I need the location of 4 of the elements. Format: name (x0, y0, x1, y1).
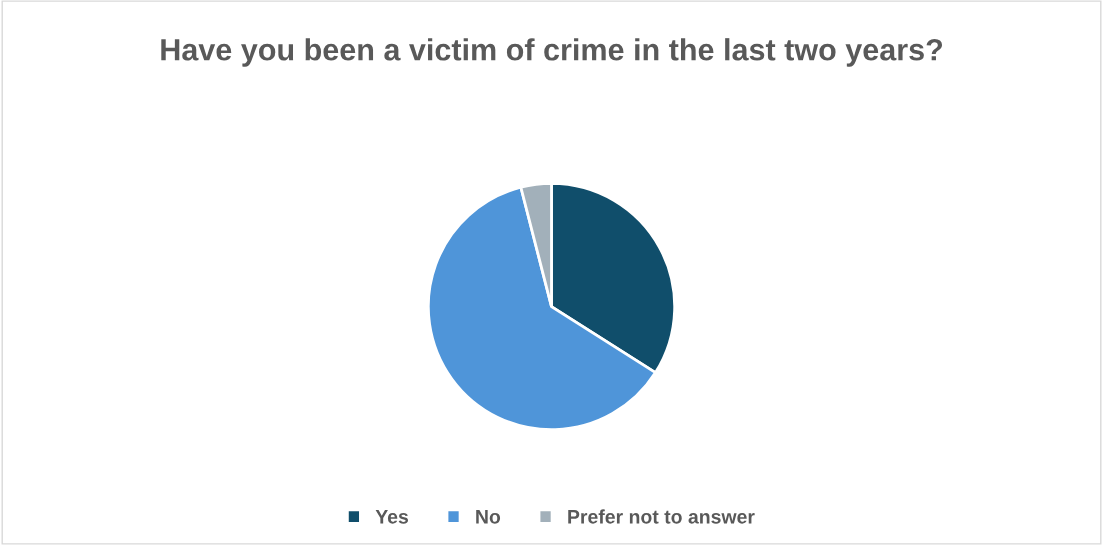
legend-label: Yes (375, 510, 409, 524)
chart-title: Have you been a victim of crime in the last two years? (161, 38, 943, 67)
legend-label: No (476, 510, 501, 524)
legend-label: Prefer not to answer (568, 509, 755, 524)
